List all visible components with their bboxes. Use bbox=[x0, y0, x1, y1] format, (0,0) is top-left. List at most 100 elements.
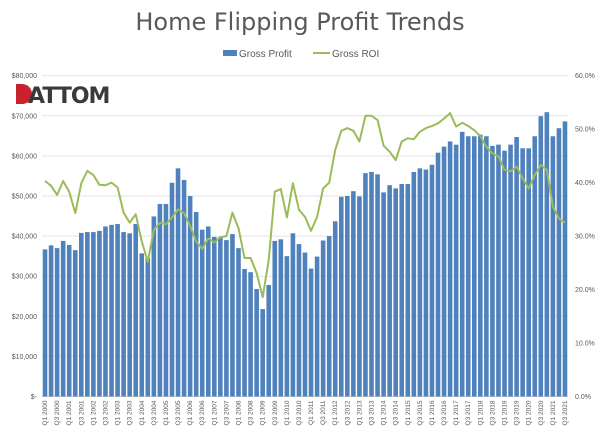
bar bbox=[508, 144, 513, 397]
x-tick-label: Q1 2004 bbox=[139, 400, 146, 425]
bar bbox=[218, 236, 223, 397]
x-tick-label: Q3 2021 bbox=[562, 400, 569, 425]
bar bbox=[441, 146, 447, 397]
bar bbox=[205, 226, 211, 397]
bar bbox=[139, 253, 145, 397]
bar bbox=[417, 168, 423, 397]
x-tick-label: Q1 2003 bbox=[115, 400, 122, 425]
x-tick-label: Q1 2002 bbox=[90, 400, 97, 425]
y-left-tick-label: $40,000 bbox=[12, 234, 37, 241]
x-tick-label: Q3 2015 bbox=[417, 400, 424, 425]
bar bbox=[387, 185, 392, 397]
x-tick-label: Q3 2014 bbox=[393, 400, 400, 425]
x-tick-label: Q1 2019 bbox=[502, 400, 509, 425]
x-tick-label: Q3 2019 bbox=[514, 400, 521, 425]
bar bbox=[163, 204, 169, 397]
attom-logo-icon bbox=[16, 84, 32, 104]
x-tick-label: Q3 2011 bbox=[320, 400, 327, 425]
bar bbox=[345, 196, 350, 397]
x-tick-label: Q1 2021 bbox=[550, 400, 557, 425]
bar bbox=[260, 309, 265, 397]
bar bbox=[532, 136, 538, 397]
legend-swatch-gross-profit bbox=[223, 50, 237, 56]
bar bbox=[393, 188, 398, 397]
bar bbox=[91, 232, 96, 397]
x-tick-label: Q1 2008 bbox=[235, 400, 242, 425]
bar bbox=[550, 136, 556, 397]
x-tick-label: Q1 2012 bbox=[332, 400, 339, 425]
y-axis-left: $- $10,000 $20,000 $30,000 $40,000 $50,000 $60… bbox=[12, 73, 38, 401]
bar bbox=[181, 179, 187, 397]
bar bbox=[562, 121, 568, 397]
bar bbox=[157, 204, 163, 397]
y-left-tick-label: $60,000 bbox=[12, 153, 37, 160]
x-tick-label: Q1 2013 bbox=[356, 400, 363, 425]
attom-logo-text: ATTOM bbox=[28, 84, 109, 109]
bar bbox=[145, 258, 151, 397]
bar bbox=[490, 145, 495, 397]
x-tick-label: Q3 2009 bbox=[272, 400, 279, 425]
x-tick-label: Q3 2010 bbox=[296, 400, 303, 425]
bar bbox=[72, 250, 78, 397]
legend-label-gross-profit: Gross Profit bbox=[239, 49, 292, 60]
x-tick-label: Q1 2020 bbox=[526, 400, 533, 425]
y-left-tick-label: $80,000 bbox=[12, 73, 37, 80]
y-right-tick-label: 40.0% bbox=[575, 180, 595, 187]
bar bbox=[423, 169, 429, 397]
x-tick-label: Q3 2007 bbox=[223, 400, 230, 425]
bar bbox=[254, 289, 259, 397]
x-tick-label: Q1 2018 bbox=[477, 400, 484, 425]
bar bbox=[97, 230, 102, 397]
x-tick-label: Q1 2016 bbox=[429, 400, 436, 425]
bar bbox=[54, 248, 60, 397]
bar bbox=[193, 212, 199, 397]
bar bbox=[248, 272, 253, 397]
x-tick-label: Q3 2013 bbox=[369, 400, 376, 425]
x-tick-label: Q3 2012 bbox=[344, 400, 351, 425]
bar bbox=[60, 240, 66, 397]
bar bbox=[85, 232, 90, 397]
x-tick-label: Q1 2007 bbox=[211, 400, 218, 425]
x-tick-label: Q1 2014 bbox=[381, 400, 388, 425]
y-right-tick-label: 50.0% bbox=[575, 127, 595, 134]
x-tick-label: Q3 2003 bbox=[127, 400, 134, 425]
bar bbox=[357, 196, 362, 397]
bar bbox=[369, 171, 374, 397]
bar bbox=[332, 221, 338, 397]
x-tick-label: Q3 2002 bbox=[102, 400, 109, 425]
y-left-tick-label: $30,000 bbox=[12, 274, 37, 281]
bar bbox=[302, 252, 308, 397]
x-tick-label: Q3 2016 bbox=[441, 400, 448, 425]
bar bbox=[115, 224, 120, 397]
y-axis-right: 0.0% 10.0% 20.0% 30.0% 40.0% 50.0% 60.0% bbox=[575, 73, 595, 401]
x-tick-label: Q1 2015 bbox=[405, 400, 412, 425]
bar bbox=[66, 244, 72, 397]
y-right-tick-label: 0.0% bbox=[575, 394, 591, 401]
bar bbox=[242, 268, 247, 397]
bar bbox=[151, 216, 157, 397]
y-left-tick-label: $70,000 bbox=[12, 113, 37, 120]
bar bbox=[48, 245, 54, 397]
legend-label-gross-roi: Gross ROI bbox=[332, 49, 379, 60]
bar bbox=[308, 268, 314, 397]
x-tick-label: Q1 2010 bbox=[284, 400, 291, 425]
x-tick-label: Q1 2001 bbox=[66, 400, 73, 425]
bar bbox=[284, 256, 290, 397]
x-tick-label: Q3 2001 bbox=[78, 400, 85, 425]
bar bbox=[502, 150, 507, 397]
x-tick-label: Q3 2017 bbox=[465, 400, 472, 425]
y-right-tick-label: 10.0% bbox=[575, 341, 595, 348]
bar bbox=[465, 136, 471, 397]
x-tick-label: Q1 2009 bbox=[260, 400, 267, 425]
x-tick-label: Q3 2020 bbox=[538, 400, 545, 425]
bar bbox=[175, 168, 181, 397]
bar bbox=[212, 236, 217, 397]
bar bbox=[326, 236, 332, 397]
bar bbox=[459, 131, 465, 397]
bar bbox=[109, 224, 114, 397]
x-axis: Q1 2000 Q3 2000 Q1 2001 Q3 2001 Q1 2002 Q3 20… bbox=[42, 400, 569, 425]
bar bbox=[538, 116, 544, 397]
y-left-tick-label: $- bbox=[31, 394, 38, 401]
y-right-tick-label: 60.0% bbox=[575, 73, 595, 80]
x-tick-label: Q3 2000 bbox=[54, 400, 61, 425]
